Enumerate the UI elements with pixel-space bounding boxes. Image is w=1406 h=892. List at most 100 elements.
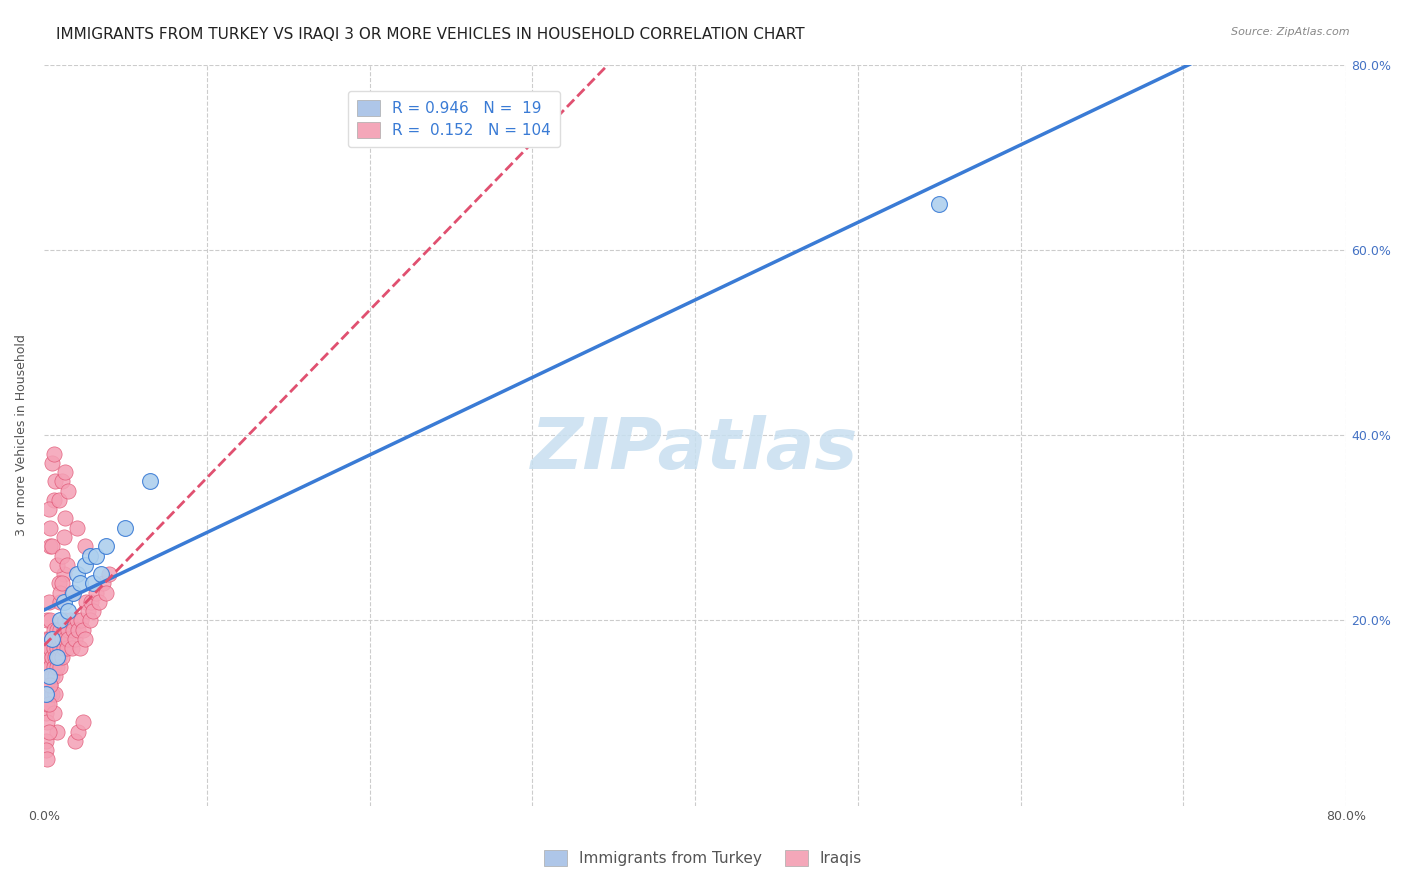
Point [46,641,69,656]
Point [51,576,73,591]
Point [52,641,75,656]
Point [37,678,59,692]
Point [48,576,70,591]
Point [79,549,101,563]
Point [42,492,65,507]
Point [39,641,62,656]
Point [58,604,80,618]
Point [41,632,63,646]
Point [39,678,62,692]
Point [34,632,56,646]
Point [38,669,60,683]
Point [38,632,60,646]
Point [58,483,80,498]
Point [52,530,75,544]
Point [928,196,950,211]
Point [39,678,62,692]
Point [67,623,90,637]
Point [41,632,63,646]
Y-axis label: 3 or more Vehicles in Household: 3 or more Vehicles in Household [15,334,28,536]
Point [52,567,75,582]
Point [69,641,91,656]
Point [65,613,87,627]
Point [51,632,73,646]
Point [49,659,72,673]
Point [51,650,73,665]
Point [58,623,80,637]
Point [89,595,111,609]
Point [53,511,76,525]
Point [60,585,83,599]
Point [53,632,76,646]
Point [41,539,63,553]
Text: Source: ZipAtlas.com: Source: ZipAtlas.com [1232,27,1350,37]
Point [98,567,121,582]
Point [52,595,75,609]
Point [72,623,94,637]
Text: IMMIGRANTS FROM TURKEY VS IRAQI 3 OR MORE VEHICLES IN HOUSEHOLD CORRELATION CHAR: IMMIGRANTS FROM TURKEY VS IRAQI 3 OR MOR… [56,27,804,42]
Point [58,632,80,646]
Point [44,632,66,646]
Legend: R = 0.946   N =  19, R =  0.152   N = 104: R = 0.946 N = 19, R = 0.152 N = 104 [349,91,560,147]
Point [34,743,56,757]
Point [41,669,63,683]
Point [51,549,73,563]
Point [62,585,84,599]
Point [65,567,87,582]
Point [75,595,97,609]
Point [34,650,56,665]
Point [37,715,59,730]
Point [84,585,107,599]
Point [94,585,117,599]
Point [41,456,63,470]
Point [60,641,83,656]
Point [48,632,70,646]
Point [38,688,60,702]
Point [73,632,96,646]
Point [38,697,60,711]
Point [51,475,73,489]
Point [41,650,63,665]
Point [79,613,101,627]
Point [37,697,59,711]
Point [44,669,66,683]
Point [46,650,69,665]
Point [38,502,60,516]
Point [82,604,104,618]
Point [46,558,69,572]
Point [53,465,76,479]
Point [49,595,72,609]
Point [42,641,65,656]
Point [77,604,100,618]
Point [48,650,70,665]
Point [39,539,62,553]
Point [48,492,70,507]
Point [53,613,76,627]
Point [49,623,72,637]
Point [41,688,63,702]
Point [84,549,107,563]
Point [46,659,69,673]
Point [34,706,56,720]
Text: ZIPatlas: ZIPatlas [531,416,859,484]
Point [44,688,66,702]
Point [59,613,82,627]
Legend: Immigrants from Turkey, Iraqis: Immigrants from Turkey, Iraqis [534,841,872,875]
Point [63,733,86,747]
Point [37,752,59,766]
Point [44,650,66,665]
Point [37,613,59,627]
Point [42,706,65,720]
Point [91,576,114,591]
Point [38,650,60,665]
Point [55,641,77,656]
Point [38,724,60,739]
Point [90,567,112,582]
Point [42,659,65,673]
Point [80,595,103,609]
Point [65,521,87,535]
Point [49,641,72,656]
Point [38,595,60,609]
Point [70,613,93,627]
Point [34,688,56,702]
